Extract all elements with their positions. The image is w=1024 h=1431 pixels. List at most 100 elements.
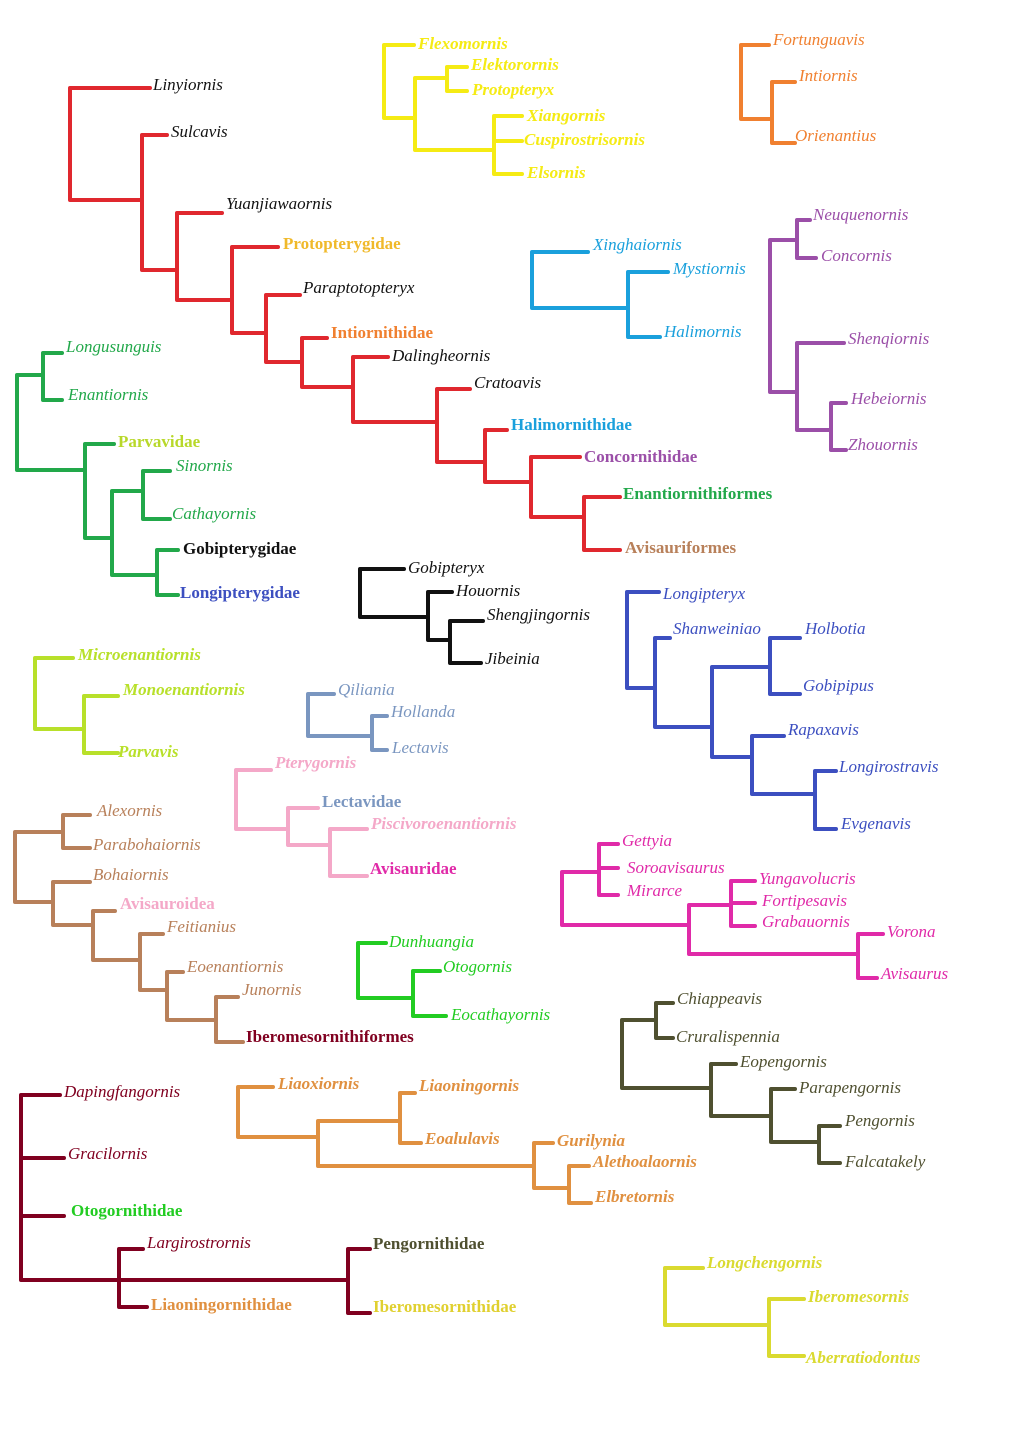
taxon-label: Parvavidae <box>118 432 201 451</box>
taxon-label: Iberomesornis <box>807 1287 909 1306</box>
branch <box>33 656 120 755</box>
taxon-label: Pengornithidae <box>373 1234 485 1253</box>
branch <box>234 768 369 878</box>
taxon-label: Holbotia <box>804 619 865 638</box>
taxon-label: Fortunguavis <box>772 30 865 49</box>
branch <box>236 1085 593 1205</box>
branch <box>530 250 670 339</box>
taxon-label: Falcatakely <box>844 1152 926 1171</box>
taxon-label: Yungavolucris <box>759 869 856 888</box>
taxon-label: Gurilynia <box>557 1131 626 1150</box>
taxon-label: Concornithidae <box>584 447 698 466</box>
taxon-label: Cathayornis <box>172 504 256 523</box>
branch <box>19 1093 372 1315</box>
taxon-label: Mystiornis <box>672 259 746 278</box>
taxon-label: Gracilornis <box>68 1144 148 1163</box>
taxon-label: Monoenantiornis <box>122 680 245 699</box>
taxon-label: Iberomesornithiformes <box>246 1027 414 1046</box>
taxon-label: Intiornithidae <box>331 323 433 342</box>
taxon-label: Gobipipus <box>803 676 874 695</box>
taxon-label: Gobipterygidae <box>183 539 297 558</box>
taxon-label: Elsornis <box>526 163 586 182</box>
taxon-label: Longusunguis <box>65 337 162 356</box>
branch <box>560 842 885 980</box>
taxon-label: Intiornis <box>798 66 858 85</box>
branch <box>625 590 838 831</box>
taxon-label: Jibeinia <box>485 649 540 668</box>
branch <box>358 567 485 665</box>
taxon-label: Sulcavis <box>171 122 228 141</box>
taxon-label: Dalingheornis <box>391 346 491 365</box>
taxon-label: Rapaxavis <box>787 720 859 739</box>
taxon-label: Yuanjiawaornis <box>226 194 333 213</box>
taxon-label: Vorona <box>887 922 936 941</box>
taxon-label: Evgenavis <box>840 814 911 833</box>
taxon-label: Mirarce <box>626 881 683 900</box>
taxon-label: Alexornis <box>96 801 163 820</box>
taxon-label: Alethoalaornis <box>592 1152 697 1171</box>
taxon-label: Concornis <box>821 246 892 265</box>
taxon-label: Xiangornis <box>526 106 606 125</box>
branch <box>620 1001 842 1165</box>
taxon-label: Cuspirostrisornis <box>524 130 645 149</box>
taxon-label: Shanweiniao <box>673 619 761 638</box>
branch <box>768 218 848 452</box>
taxon-label: Shenqiornis <box>848 329 930 348</box>
branch <box>68 86 622 552</box>
taxon-label: Microenantiornis <box>77 645 201 664</box>
taxon-label: Neuquenornis <box>812 205 909 224</box>
taxon-label: Lectavidae <box>322 792 402 811</box>
taxon-label: Parapengornis <box>798 1078 901 1097</box>
taxon-label: Pterygornis <box>274 753 357 772</box>
taxon-label: Avisauriformes <box>625 538 736 557</box>
taxon-label: Longipteryx <box>662 584 746 603</box>
taxon-label: Iberomesornithidae <box>373 1297 517 1316</box>
taxon-label: Cruralispennia <box>676 1027 780 1046</box>
taxon-label: Avisaurus <box>880 964 948 983</box>
taxon-label: Halimornis <box>663 322 742 341</box>
taxon-label: Hollanda <box>390 702 455 721</box>
taxon-label: Junornis <box>242 980 302 999</box>
taxon-label: Sinornis <box>176 456 233 475</box>
taxon-label: Elektorornis <box>470 55 559 74</box>
taxon-label: Piscivoroenantiornis <box>370 814 517 833</box>
branch <box>739 43 797 145</box>
taxon-label: Otogornis <box>443 957 512 976</box>
branch <box>15 351 180 597</box>
taxon-label: Aberratiodontus <box>805 1348 921 1367</box>
branch <box>382 43 524 176</box>
taxon-label: Avisauroidea <box>120 894 215 913</box>
taxon-label: Longipterygidae <box>180 583 300 602</box>
taxon-label: Lectavis <box>391 738 449 757</box>
taxon-label: Liaoningornis <box>418 1076 520 1095</box>
taxon-label: Eopengornis <box>739 1052 827 1071</box>
taxon-label: Gobipteryx <box>408 558 485 577</box>
taxon-label: Liaoningornithidae <box>151 1295 292 1314</box>
taxon-label: Avisauridae <box>370 859 457 878</box>
branch <box>663 1266 806 1358</box>
taxon-label: Bohaiornis <box>93 865 169 884</box>
taxon-label: Qiliania <box>338 680 395 699</box>
taxon-label: Eoenantiornis <box>186 957 284 976</box>
taxon-label: Protopterygidae <box>283 234 401 253</box>
taxon-label: Enantiornithiformes <box>623 484 773 503</box>
taxon-label: Grabauornis <box>762 912 850 931</box>
taxon-label: Chiappeavis <box>677 989 762 1008</box>
taxon-label: Linyiornis <box>152 75 223 94</box>
branch <box>306 692 389 752</box>
taxon-label: Pengornis <box>844 1111 915 1130</box>
taxon-label: Eocathayornis <box>450 1005 551 1024</box>
taxon-label: Liaoxiornis <box>277 1074 360 1093</box>
taxon-label: Otogornithidae <box>71 1201 183 1220</box>
taxon-label: Dapingfangornis <box>63 1082 181 1101</box>
taxon-label: Feitianius <box>166 917 236 936</box>
taxon-label: Shengjingornis <box>487 605 590 624</box>
taxon-label: Dunhuangia <box>388 932 474 951</box>
taxon-label: Cratoavis <box>474 373 541 392</box>
taxon-label: Largirostrornis <box>146 1233 251 1252</box>
taxon-label: Houornis <box>455 581 521 600</box>
taxon-label: Fortipesavis <box>761 891 847 910</box>
branch <box>356 941 448 1018</box>
